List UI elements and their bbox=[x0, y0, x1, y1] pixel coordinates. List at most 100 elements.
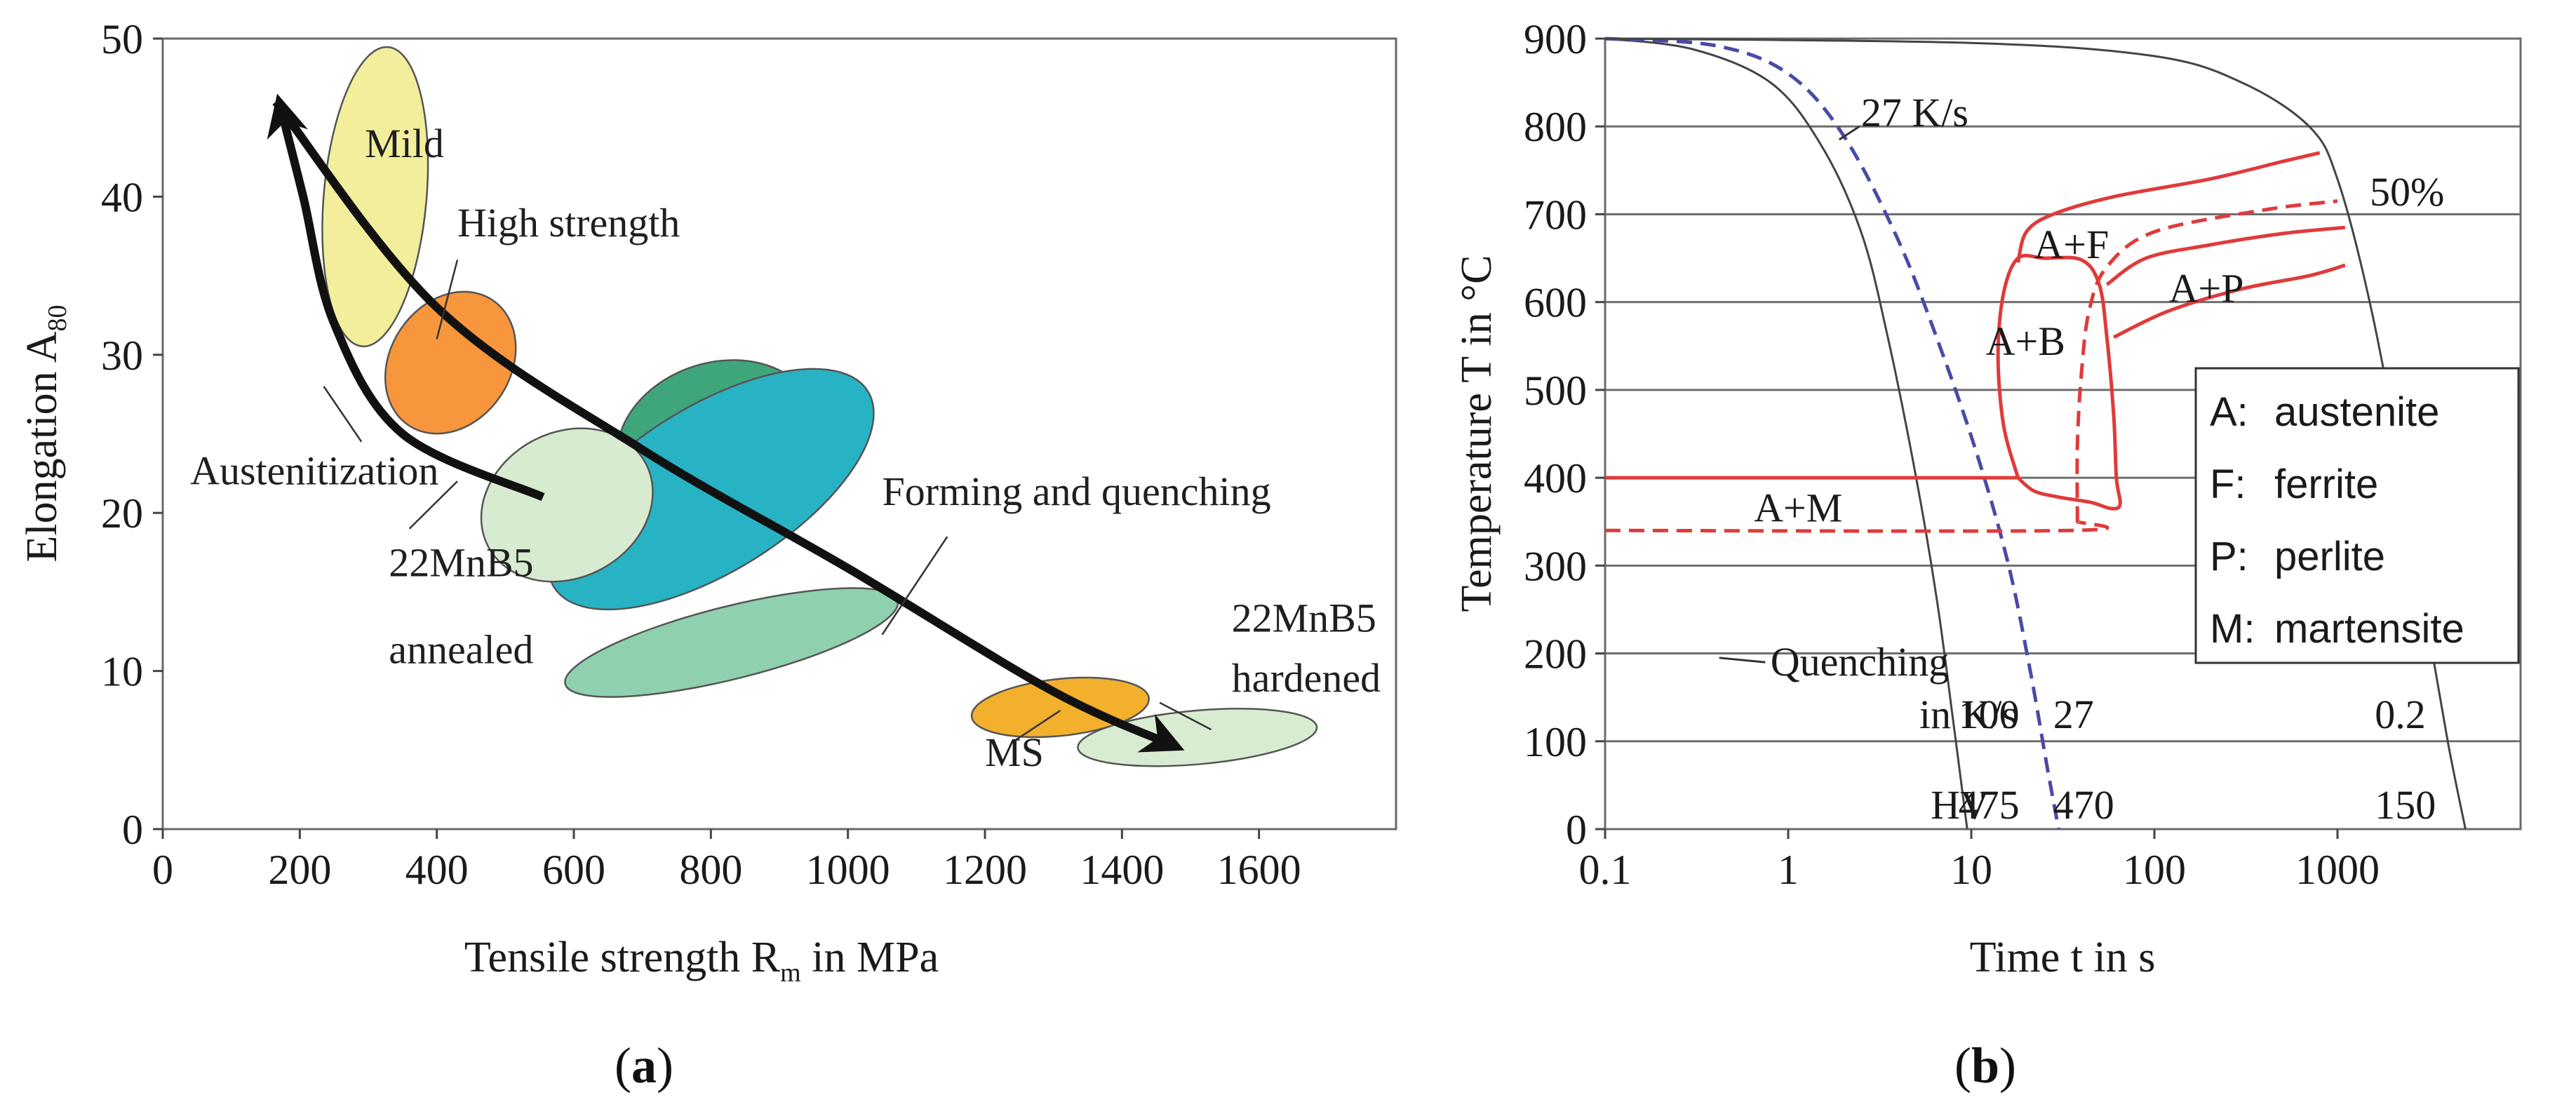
label-a-f: A+F bbox=[2034, 222, 2109, 267]
series-27-k-s bbox=[1604, 36, 2060, 830]
y-tick-label: 900 bbox=[1524, 16, 1587, 62]
label-annealed: annealed bbox=[389, 626, 533, 672]
label-27: 27 bbox=[2053, 692, 2094, 737]
panel-b-legend: A: austenite F: ferrite P: perlite M: martensit… bbox=[2194, 367, 2520, 664]
x-tick-label: 1000 bbox=[806, 847, 890, 893]
y-tick-label: 600 bbox=[1524, 280, 1587, 326]
x-tick-label: 1400 bbox=[1080, 847, 1164, 893]
x-tick-label: 100 bbox=[2123, 847, 2186, 893]
y-tick-label: 200 bbox=[1524, 631, 1587, 678]
series-ms-dashed bbox=[1604, 520, 2109, 533]
y-tick-label: 20 bbox=[101, 490, 143, 537]
legend-martensite: martensite bbox=[2274, 606, 2464, 652]
y-tick-label: 500 bbox=[1524, 368, 1587, 414]
x-tick-label: 0.1 bbox=[1579, 847, 1632, 893]
forming-quenching-arrow bbox=[272, 99, 1185, 753]
panel-b-ylabel: Temperature T in °C bbox=[1453, 255, 1501, 612]
label-a-p: A+P bbox=[2169, 266, 2244, 311]
leader-quenching bbox=[1719, 657, 1766, 664]
x-tick-label: 1200 bbox=[943, 847, 1027, 893]
austenitization-arrow bbox=[267, 93, 545, 502]
leader-27ks bbox=[1838, 125, 1860, 141]
label-in-k-s: in K/s bbox=[1919, 692, 2018, 737]
leader-line-4 bbox=[1159, 701, 1212, 731]
region-ms bbox=[970, 676, 1151, 739]
label-150: 150 bbox=[2375, 782, 2436, 828]
label-quenching: Quenching bbox=[1771, 639, 1950, 685]
series-ap-upper bbox=[2105, 225, 2346, 286]
x-tick-label: 1 bbox=[1778, 847, 1799, 893]
y-tick-label: 800 bbox=[1524, 104, 1587, 150]
x-tick-label: 200 bbox=[268, 847, 331, 893]
y-tick-label: 10 bbox=[101, 649, 143, 695]
leader-line-5 bbox=[436, 260, 459, 339]
y-tick-label: 30 bbox=[101, 332, 143, 379]
label-forming-and-quenching: Forming and quenching bbox=[883, 469, 1271, 514]
legend-ferrite: ferrite bbox=[2274, 462, 2378, 507]
series-ap-lower bbox=[2113, 263, 2346, 339]
legend-box bbox=[2194, 367, 2520, 664]
y-tick-label: 400 bbox=[1524, 455, 1587, 502]
panel-b-xlabel: Time t in s bbox=[1970, 934, 2156, 981]
label-475: 475 bbox=[1959, 782, 2020, 828]
leader-line-1 bbox=[323, 386, 363, 443]
label-100: 100 bbox=[1959, 692, 2020, 737]
panel-b-ticks: 0.1 1 10 100 1000 0 100 200 300 400 500 600 700 800 90… bbox=[1524, 16, 2380, 893]
label-470: 470 bbox=[2053, 782, 2114, 828]
leader-line-0 bbox=[408, 480, 458, 530]
x-tick-label: 600 bbox=[542, 847, 605, 893]
panel-a-arrows bbox=[267, 93, 1185, 753]
y-tick-label: 100 bbox=[1524, 719, 1587, 765]
x-tick-label: 400 bbox=[405, 847, 469, 893]
legend-key: A: bbox=[2210, 389, 2248, 435]
x-tick-label: 1600 bbox=[1217, 847, 1301, 893]
label-hardened: hardened bbox=[1232, 655, 1381, 701]
panel-a-ticks: 0 200 400 600 800 1000 1200 1400 1600 0 10 20 30 40 50 bbox=[101, 16, 1301, 893]
label-27-k-s: 27 K/s bbox=[1861, 90, 1968, 135]
y-tick-label: 50 bbox=[101, 16, 143, 62]
leader-line-3 bbox=[1012, 709, 1061, 744]
y-tick-label: 300 bbox=[1524, 543, 1587, 589]
label-austenitization: Austenitization bbox=[190, 448, 438, 494]
legend-key: F: bbox=[2210, 462, 2246, 507]
x-tick-label: 1000 bbox=[2295, 847, 2380, 893]
y-tick-label: 40 bbox=[101, 174, 143, 220]
legend-key: P: bbox=[2210, 534, 2248, 579]
leader-line-2 bbox=[881, 536, 948, 636]
panel-b-series bbox=[1604, 36, 2467, 830]
panel-a-label: (a) bbox=[615, 1037, 673, 1094]
y-tick-label: 700 bbox=[1524, 191, 1587, 238]
label-a-m: A+M bbox=[1754, 485, 1842, 531]
y-tick-label: 0 bbox=[1566, 807, 1587, 853]
panel-a-chart: Mild High strength Austenitization Forming … bbox=[18, 16, 1397, 1094]
series-quench-100 bbox=[1604, 37, 1968, 830]
panel-a-leaders bbox=[323, 260, 1212, 744]
label-high-strength: High strength bbox=[457, 200, 680, 246]
x-tick-label: 10 bbox=[1950, 847, 1992, 893]
label-a-b: A+B bbox=[1986, 318, 2065, 364]
label-hv: HV bbox=[1931, 782, 1990, 828]
series-ab-loop bbox=[1996, 253, 2122, 511]
legend-austenite: austenite bbox=[2274, 389, 2439, 435]
panel-b-label: (b) bbox=[1954, 1037, 2016, 1094]
legend-perlite: perlite bbox=[2274, 534, 2385, 579]
label-0-2: 0.2 bbox=[2375, 692, 2426, 737]
region-22mnb5-annealed bbox=[480, 427, 654, 583]
x-tick-label: 0 bbox=[152, 847, 173, 893]
label-22mnb5: 22MnB5 bbox=[389, 539, 533, 585]
series-af-line bbox=[2016, 151, 2321, 263]
label-ms: MS bbox=[985, 730, 1044, 775]
label-22mnb5: 22MnB5 bbox=[1232, 595, 1376, 640]
y-tick-label: 0 bbox=[122, 807, 143, 853]
series-ab-dashed bbox=[2075, 199, 2338, 522]
label-mild: Mild bbox=[365, 121, 444, 166]
x-tick-label: 800 bbox=[679, 847, 742, 893]
panel-a-xlabel: Tensile strength Rm in MPa bbox=[464, 934, 939, 988]
legend-key: M: bbox=[2210, 606, 2255, 652]
label-50: 50% bbox=[2370, 169, 2444, 215]
panel-a-ylabel: Elongation A80 bbox=[18, 305, 72, 563]
panel-a-labels: Mild High strength Austenitization Forming … bbox=[190, 121, 1381, 775]
